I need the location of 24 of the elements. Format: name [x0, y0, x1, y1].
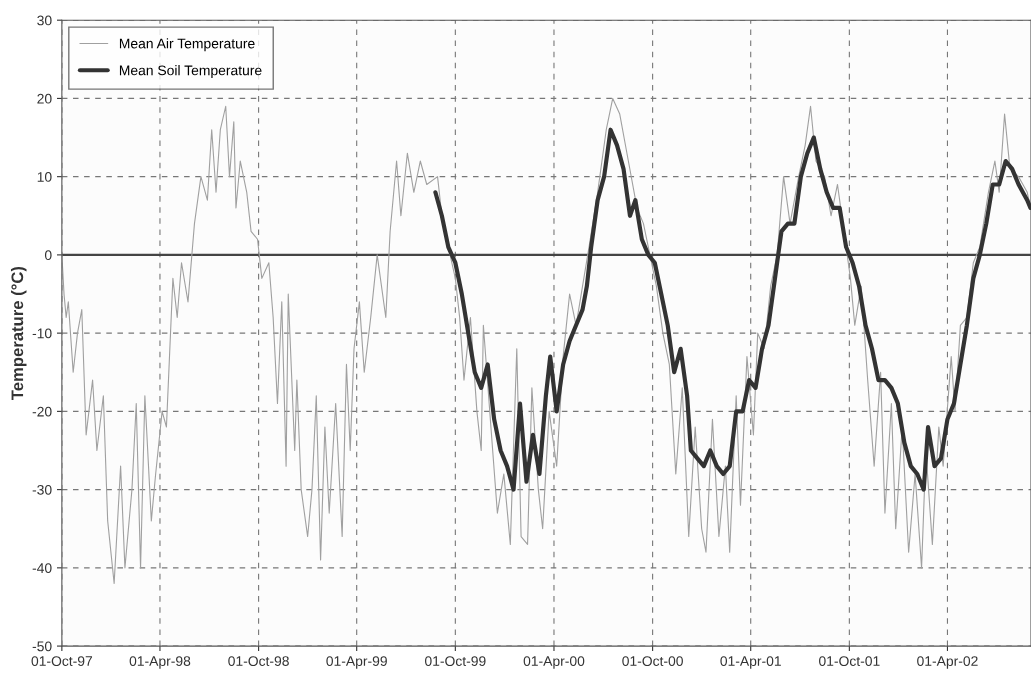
- legend-label: Mean Air Temperature: [119, 38, 255, 52]
- x-tick-label: 01-Apr-99: [326, 656, 387, 669]
- x-tick-label: 01-Oct-97: [31, 656, 93, 666]
- x-tick-label: 01-Oct-98: [228, 656, 289, 666]
- x-tick-label: 01-Apr-02: [917, 656, 978, 669]
- line-series: [61, 97, 1031, 585]
- x-tick-label: 01-Apr-00: [523, 656, 585, 669]
- x-tick-label: 01-Apr-01: [720, 656, 781, 669]
- y-tick-label: -10: [32, 328, 52, 339]
- y-axis-title: Temperature (°C): [10, 266, 27, 401]
- y-tick-label: 30: [37, 15, 52, 26]
- y-tick-label: 20: [37, 93, 52, 104]
- x-tick-label: 01-Oct-00: [622, 656, 683, 666]
- x-tick-label: 01-Apr-98: [129, 656, 191, 669]
- y-tick-label: -20: [32, 406, 52, 417]
- y-tick-label: -30: [32, 484, 52, 495]
- y-tick-label: -50: [32, 641, 52, 652]
- line-series: [433, 127, 1031, 492]
- y-tick-label: -40: [32, 563, 52, 574]
- y-tick-label: 10: [37, 172, 52, 182]
- x-tick-label: 01-Oct-99: [425, 656, 486, 666]
- x-tick-label: 01-Oct-01: [819, 656, 880, 666]
- legend-label: Mean Soil Temperature: [119, 65, 262, 79]
- y-tick-label: 0: [44, 250, 52, 261]
